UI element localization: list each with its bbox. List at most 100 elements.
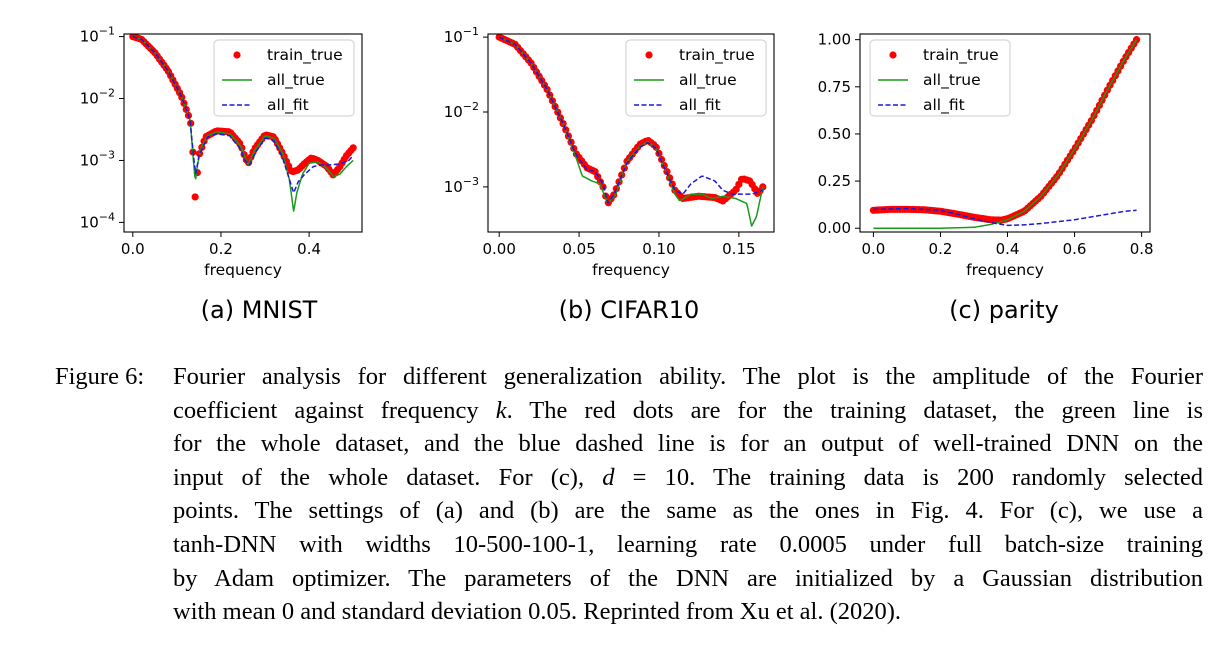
y-tick-label: 10−3 — [444, 175, 479, 196]
caption-body: Fourier analysis for different generaliz… — [173, 360, 1203, 629]
y-tick-exponent: −3 — [463, 175, 479, 188]
chart-parity: 0.0 0.2 0.4 0.6 0.8 frequency 0.00 0.25 0.50 0.75… — [818, 31, 1154, 324]
caption-line: by Adam optimizer. The parameters of the… — [173, 562, 1203, 596]
series-all-true — [498, 36, 764, 227]
y-tick-label: 10−1 — [80, 25, 115, 46]
series-all-fit — [873, 207, 1137, 227]
caption-math: k — [495, 396, 507, 424]
series-all-fit — [498, 36, 764, 204]
caption-line: Fourier analysis for different generaliz… — [173, 360, 1203, 394]
caption-line: tanh-DNN with widths 10-500-100-1, learn… — [173, 528, 1203, 562]
legend-label: all_true — [267, 71, 325, 90]
axes-frame — [487, 33, 775, 233]
y-tick-base: 10 — [444, 28, 463, 46]
y-tick-exponent: −4 — [99, 210, 115, 223]
plot-area — [869, 36, 1141, 229]
train-true-point — [652, 143, 660, 151]
caption-line: input of the whole dataset. For (c), d =… — [173, 461, 1203, 495]
x-tick-label: 0.2 — [209, 240, 233, 258]
y-tick-label: 10−2 — [80, 87, 115, 108]
x-tick-label: 0.2 — [929, 240, 953, 258]
legend-label: train_true — [923, 46, 999, 65]
x-tick-label: 0.00 — [482, 240, 515, 258]
y-tick-label: 10−2 — [444, 100, 479, 121]
caption-label: Figure 6: — [55, 363, 145, 390]
x-tick-label: 0.8 — [1130, 240, 1154, 258]
legend: train_true all_true all_fit — [869, 39, 1011, 117]
legend-label: all_true — [679, 71, 737, 90]
y-tick-label: 1.00 — [818, 31, 851, 49]
y-tick-label: 10−1 — [444, 25, 479, 46]
caption-text: for the whole dataset, and the blue dash… — [173, 430, 1203, 458]
axes-frame — [859, 33, 1151, 233]
y-tick-label: 10−3 — [80, 148, 115, 169]
legend-label: all_true — [923, 71, 981, 90]
y-tick-base: 10 — [444, 103, 463, 121]
y-tick-exponent: −1 — [99, 25, 115, 38]
plot-area — [495, 34, 767, 227]
legend-marker-train-true — [889, 51, 897, 59]
caption-line: coefficient against frequency k. The red… — [173, 394, 1203, 428]
train-true-point — [191, 193, 199, 201]
x-tick-label: 0.0 — [861, 240, 885, 258]
x-tick-label: 0.0 — [121, 240, 145, 258]
x-axis-label: frequency — [592, 261, 670, 279]
x-tick-label: 0.4 — [297, 240, 321, 258]
caption-math: d — [602, 463, 615, 491]
caption-text: tanh-DNN with widths 10-500-100-1, learn… — [173, 530, 1203, 558]
plot-area — [129, 34, 357, 212]
y-tick-label: 10−4 — [80, 210, 115, 231]
x-tick-label: 0.15 — [722, 240, 755, 258]
panel-caption: (c) parity — [949, 296, 1059, 324]
y-tick-base: 10 — [80, 213, 99, 231]
caption-line: for the whole dataset, and the blue dash… — [173, 427, 1203, 461]
legend-box — [213, 39, 355, 117]
y-tick-base: 10 — [80, 151, 99, 169]
caption-text: . The red dots are for the training data… — [506, 396, 1203, 424]
figure: 0.0 0.2 0.4frequency10−410−310−210−1train_… — [80, 25, 1154, 324]
y-tick-exponent: −3 — [99, 148, 115, 161]
y-tick-base: 10 — [444, 178, 463, 196]
legend-box — [625, 39, 767, 117]
legend-label: all_fit — [267, 96, 309, 115]
caption-text: with mean 0 and standard deviation 0.05.… — [173, 598, 902, 626]
chart-mnist: 0.0 0.2 0.4frequency10−410−310−210−1train_… — [80, 25, 363, 324]
legend-label: train_true — [267, 46, 343, 65]
caption-text: Fourier analysis for different generaliz… — [173, 363, 1203, 390]
series-all-true — [873, 39, 1138, 229]
y-tick-exponent: −1 — [463, 25, 479, 38]
legend: train_true all_true all_fit — [213, 39, 355, 117]
caption-text: points. The settings of (a) and (b) are … — [173, 497, 1203, 525]
legend-marker-train-true — [645, 51, 653, 59]
legend-marker-train-true — [233, 51, 241, 59]
caption-text: by Adam optimizer. The parameters of the… — [173, 564, 1203, 592]
panel-caption: (a) MNIST — [201, 296, 318, 324]
x-tick-label: 0.4 — [996, 240, 1020, 258]
y-tick-exponent: −2 — [99, 87, 115, 100]
legend: train_true all_true all_fit — [625, 39, 767, 117]
x-axis-label: frequency — [204, 261, 282, 279]
caption-text: = 10. The training data is 200 randomly … — [614, 463, 1204, 491]
y-tick-base: 10 — [80, 90, 99, 108]
y-tick-label: 0.00 — [818, 219, 851, 237]
x-tick-label: 0.10 — [642, 240, 675, 258]
train-true-point — [349, 144, 357, 152]
legend-box — [869, 39, 1011, 117]
figure-caption: Figure 6: Fourier analysis for different… — [55, 360, 1203, 629]
caption-line: points. The settings of (a) and (b) are … — [173, 494, 1203, 528]
y-tick-label: 0.25 — [818, 172, 851, 190]
caption-text: coefficient against frequency — [173, 396, 496, 424]
series-train-true — [129, 34, 357, 201]
x-tick-label: 0.05 — [562, 240, 595, 258]
panel-caption: (b) CIFAR10 — [559, 296, 700, 324]
y-tick-base: 10 — [80, 28, 99, 46]
legend-label: all_fit — [923, 96, 965, 115]
series-all-fit — [132, 35, 354, 194]
x-tick-label: 0.6 — [1063, 240, 1087, 258]
legend-label: train_true — [679, 46, 755, 65]
axes-frame — [123, 33, 363, 233]
chart-cifar10: 0.00 0.05 0.10 0.15frequency10−310−210−1tra… — [444, 25, 775, 324]
y-tick-label: 0.50 — [818, 125, 851, 143]
caption-line: with mean 0 and standard deviation 0.05.… — [173, 595, 1203, 629]
legend-label: all_fit — [679, 96, 721, 115]
